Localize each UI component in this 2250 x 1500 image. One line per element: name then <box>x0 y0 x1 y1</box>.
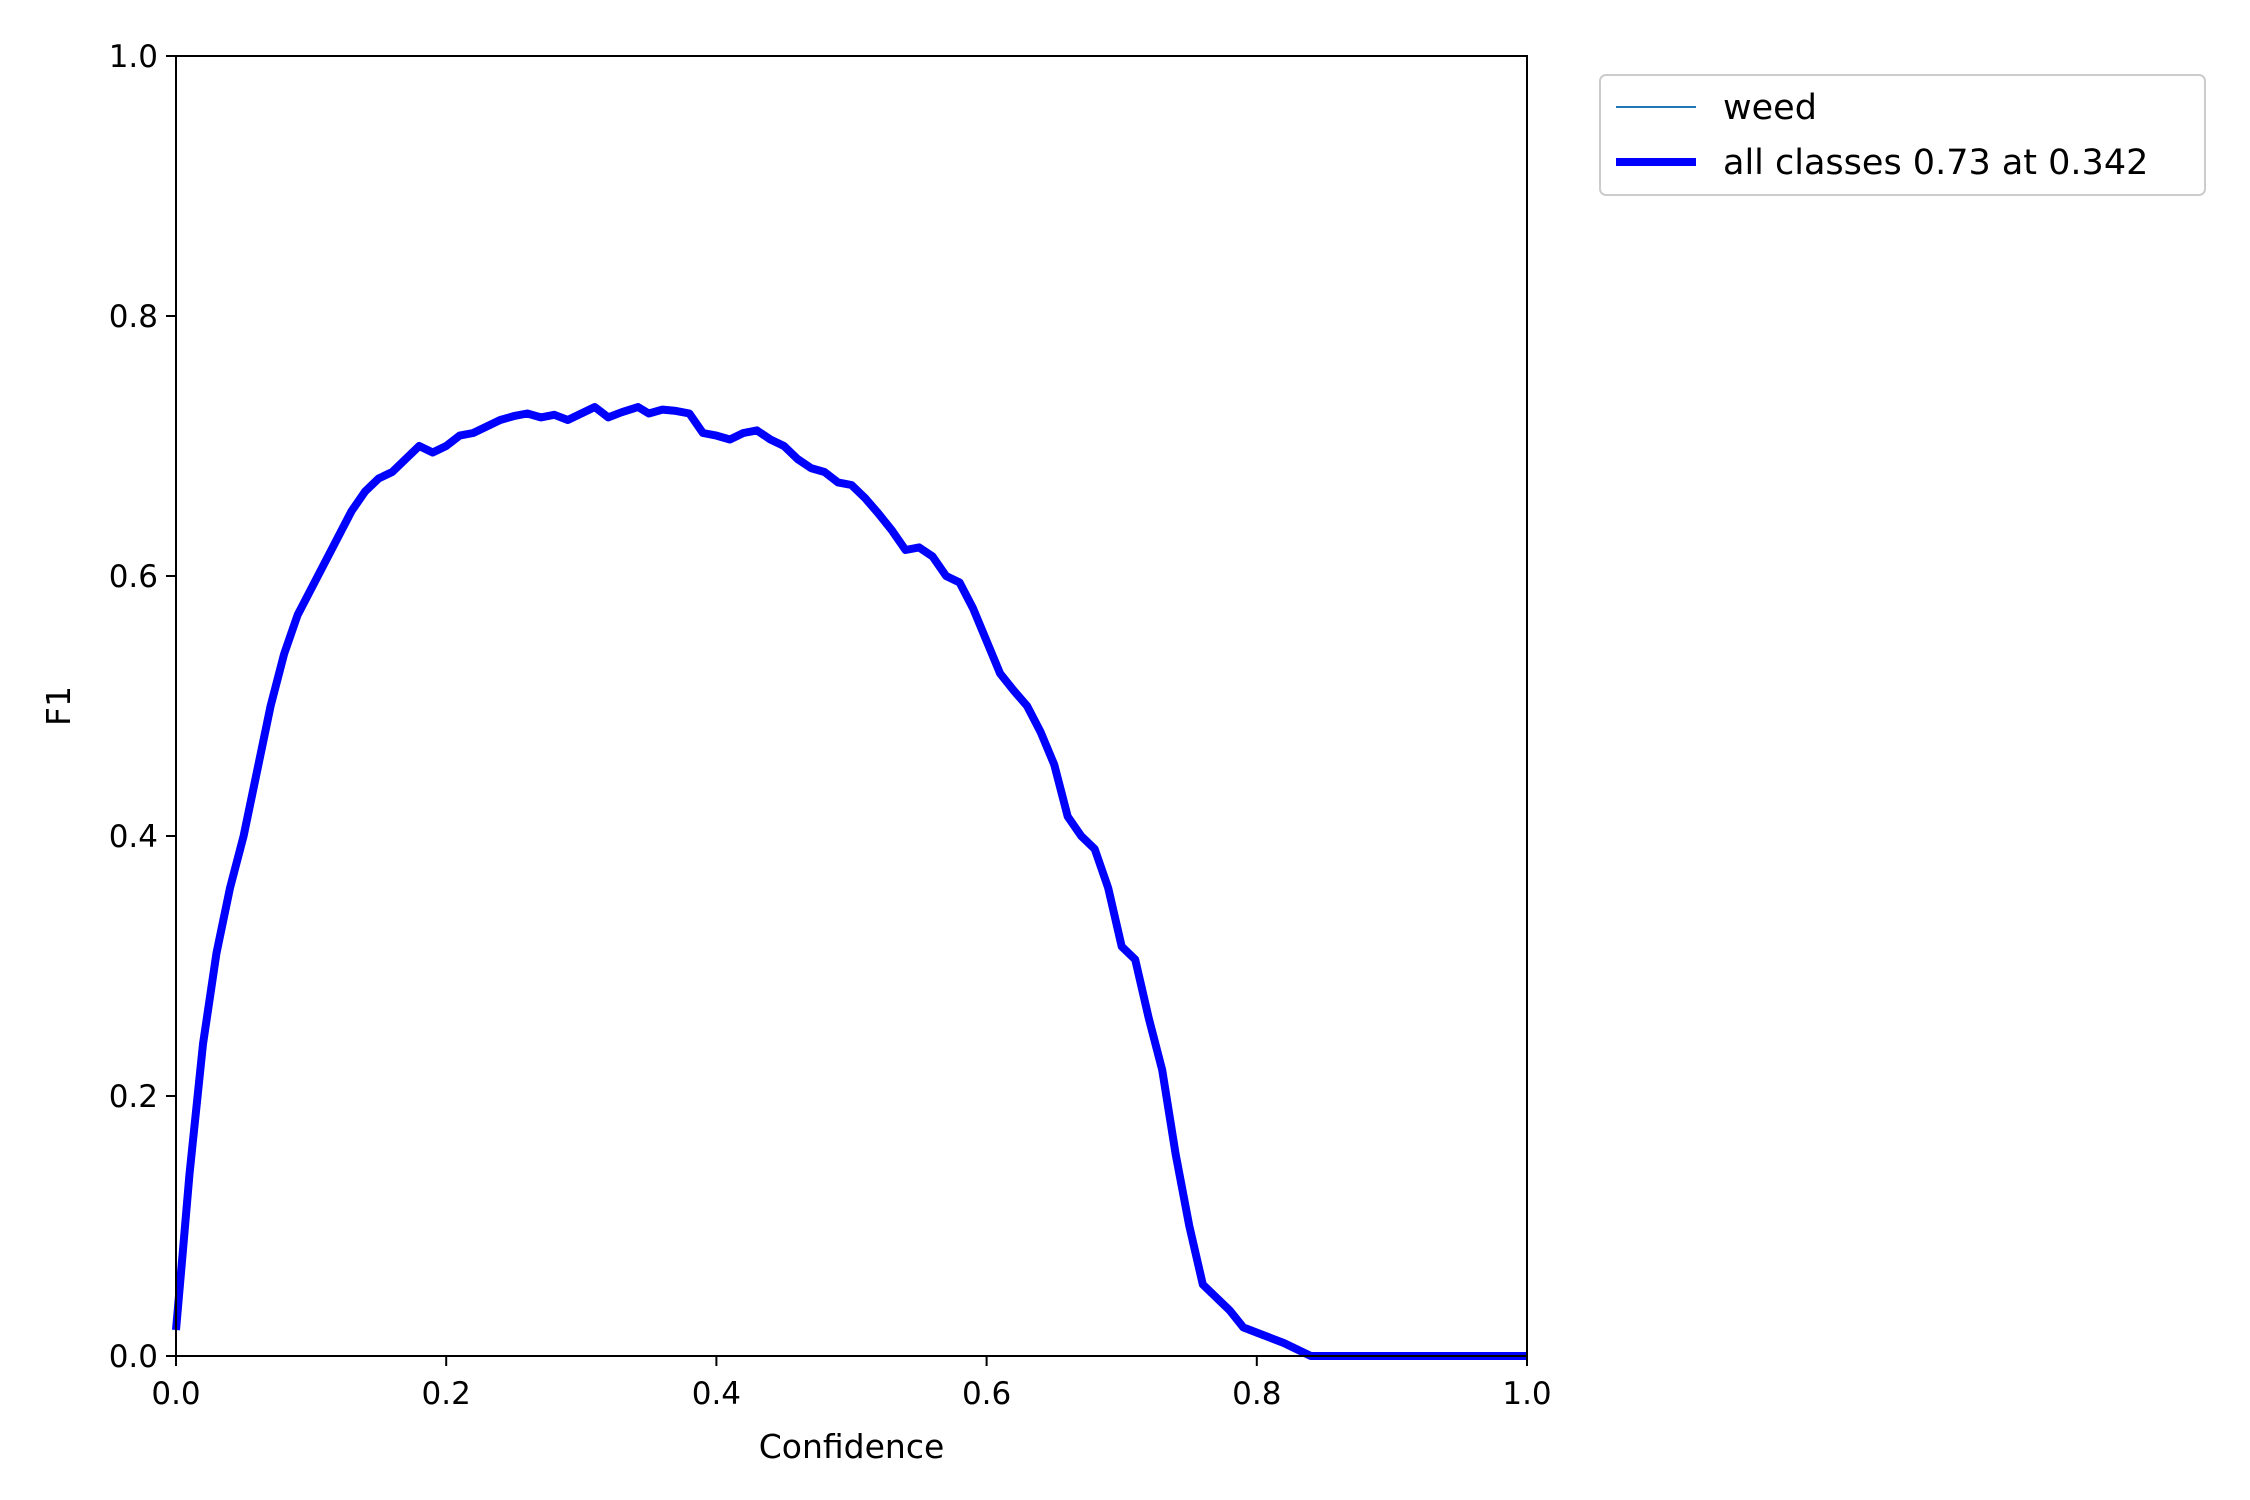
y-axis-ticks: 0.0 0.2 0.4 0.6 0.8 1.0 <box>109 39 176 1375</box>
x-tick-label: 0.6 <box>962 1376 1011 1412</box>
x-tick-label: 0.0 <box>151 1376 200 1412</box>
y-tick-label: 0.4 <box>109 819 158 855</box>
x-axis-ticks: 0.0 0.2 0.4 0.6 0.8 1.0 <box>151 1356 1552 1412</box>
y-tick-label: 0.2 <box>109 1079 158 1115</box>
series-layer <box>172 403 1527 1360</box>
y-tick-label: 1.0 <box>109 39 158 75</box>
x-axis-title: Confidence <box>759 1427 945 1466</box>
legend-label-all-classes: all classes 0.73 at 0.342 <box>1723 143 2148 183</box>
y-tick-label: 0.6 <box>109 559 158 595</box>
x-tick-label: 0.8 <box>1232 1376 1281 1412</box>
y-tick-label: 0.8 <box>109 299 158 335</box>
y-axis-title: F1 <box>39 686 78 726</box>
legend-box <box>1599 74 2206 196</box>
legend-label-weed: weed <box>1723 88 1817 128</box>
plot-frame <box>175 55 1528 1357</box>
x-tick-label: 0.4 <box>692 1376 741 1412</box>
legend: weed all classes 0.73 at 0.342 <box>1599 74 2206 196</box>
series-line-all-classes <box>172 403 1527 1360</box>
y-tick-label: 0.0 <box>109 1339 158 1375</box>
x-tick-label: 0.2 <box>422 1376 471 1412</box>
x-tick-label: 1.0 <box>1502 1376 1551 1412</box>
